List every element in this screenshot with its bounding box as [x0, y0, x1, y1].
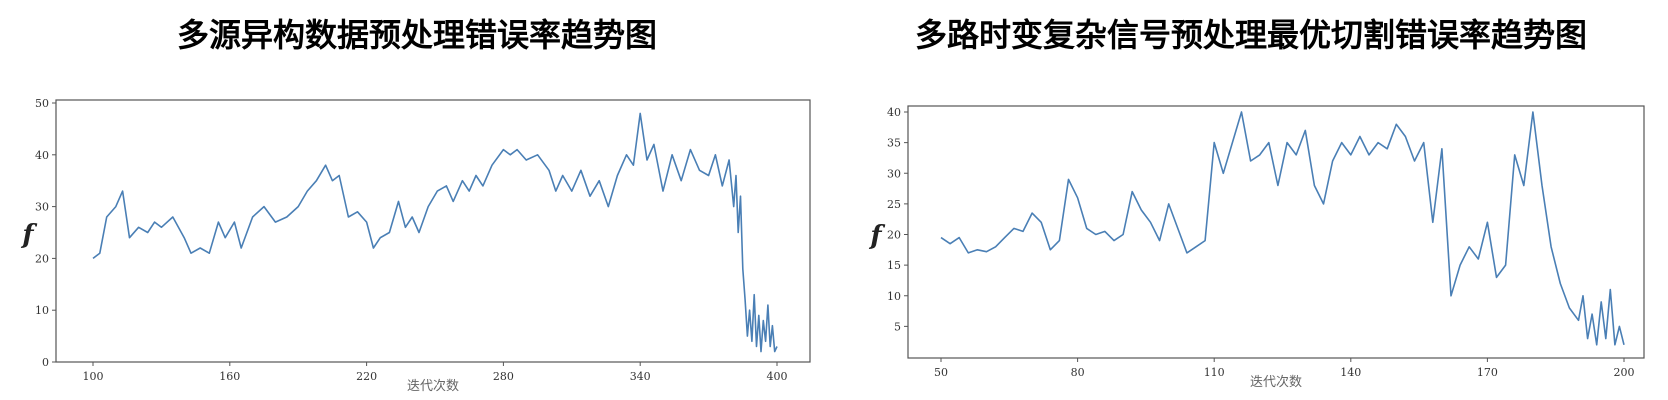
x-tick-label: 340 [630, 370, 651, 383]
x-tick-label: 100 [83, 370, 104, 383]
y-tick-label: 20 [35, 252, 49, 265]
y-tick-label: 5 [894, 320, 901, 333]
x-tick-label: 160 [219, 370, 240, 383]
line-chart-left: 0 10 20 30 40 50 100 160 220 280 340 400 迭代次数 f [20, 97, 811, 394]
x-tick-label: 170 [1477, 366, 1498, 379]
y-tick-label: 30 [35, 201, 49, 214]
x-tick-label: 140 [1340, 366, 1361, 379]
y-axis-label: f [20, 220, 37, 250]
x-tick-label: 80 [1071, 366, 1085, 379]
y-tick-label: 30 [887, 167, 901, 180]
chart-title-right: 多路时变复杂信号预处理最优切割错误率趋势图 [914, 16, 1587, 54]
x-tick-label: 400 [767, 370, 788, 383]
x-tick-label: 110 [1204, 366, 1225, 379]
x-tick-label: 280 [493, 370, 514, 383]
x-tick-label: 220 [356, 370, 377, 383]
y-tick-label: 35 [887, 137, 901, 150]
line-chart-right: 5 10 15 20 25 30 35 40 50 80 110 140 170 200 迭代次数 f [868, 105, 1645, 390]
series-line-0 [92, 112, 778, 353]
chart-panel-right: 多路时变复杂信号预处理最优切割错误率趋势图 5 10 15 20 25 30 35 40 50 8… [834, 0, 1668, 400]
y-tick-label: 15 [887, 259, 901, 272]
chart-panel-left: 多源异构数据预处理错误率趋势图 0 10 20 30 40 50 100 160 220 280 3… [20, 16, 811, 394]
y-tick-label: 50 [35, 97, 49, 110]
x-tick-label: 200 [1614, 366, 1635, 379]
y-tick-label: 40 [887, 106, 901, 119]
plot-frame [907, 105, 1645, 359]
y-tick-label: 20 [887, 229, 901, 242]
chart-title-left: 多源异构数据预处理错误率趋势图 [176, 16, 657, 54]
y-tick-label: 10 [887, 290, 901, 303]
y-tick-label: 10 [35, 304, 49, 317]
x-axis-label: 迭代次数 [407, 378, 459, 394]
y-axis-label: f [868, 221, 885, 251]
plot-frame [55, 99, 811, 363]
y-tick-label: 40 [35, 149, 49, 162]
x-tick-label: 50 [934, 366, 948, 379]
series-line-0 [940, 111, 1625, 346]
y-tick-label: 0 [42, 356, 49, 369]
y-tick-label: 25 [887, 198, 901, 211]
x-axis-label: 迭代次数 [1250, 374, 1302, 390]
